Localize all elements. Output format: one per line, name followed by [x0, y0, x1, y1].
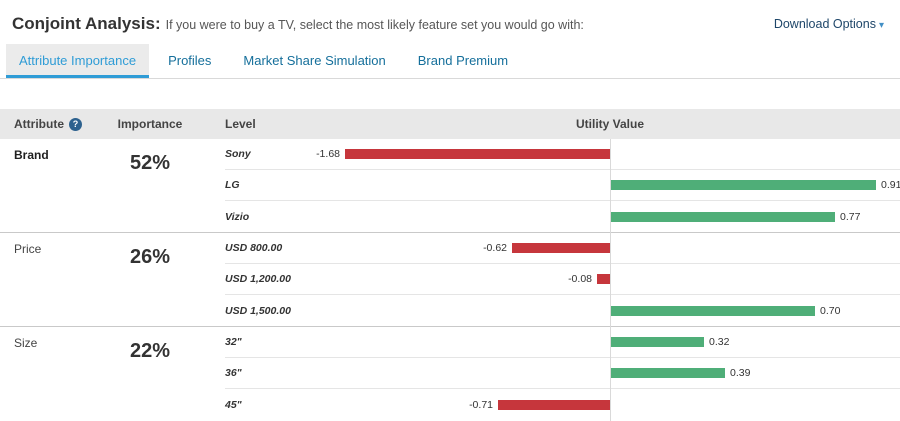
- column-header-importance: Importance: [117, 117, 183, 131]
- utility-bar-negative: [512, 243, 610, 253]
- level-rows: USD 800.00 -0.62 USD 1,200.00 -0.08 USD 1,50…: [200, 233, 900, 327]
- level-label: Sony: [225, 148, 251, 160]
- utility-bar-positive: [611, 180, 876, 190]
- attribute-name: Brand: [14, 148, 49, 162]
- level-label: 36": [225, 367, 242, 379]
- level-label: USD 1,500.00: [225, 304, 291, 317]
- attribute-name: Size: [14, 336, 38, 350]
- table-body: Brand 52% Sony -1.68 LG 0.91 Vizio 0.77 Price…: [0, 139, 900, 421]
- page-header: Conjoint Analysis: If you were to buy a T…: [0, 0, 900, 34]
- utility-bar-negative: [498, 399, 610, 410]
- utility-bar-zone: -0.08: [340, 264, 900, 295]
- positive-bar-wrap: 0.77: [611, 201, 900, 232]
- utility-bar-zone: -1.68: [316, 139, 900, 170]
- positive-bar-wrap: 0.70: [611, 295, 900, 326]
- level-row: USD 800.00 -0.62: [225, 233, 900, 264]
- positive-bar-wrap: 0.91: [611, 170, 900, 200]
- utility-value-label: -0.71: [469, 398, 493, 411]
- utility-bar-zone: -0.71: [340, 389, 900, 421]
- utility-bar-zone: 0.70: [340, 295, 900, 327]
- level-row: 45" -0.71: [225, 389, 900, 421]
- utility-bar-zone: -0.62: [340, 233, 900, 264]
- column-header-utility-value: Utility Value: [575, 117, 645, 131]
- level-row: LG 0.91: [225, 170, 900, 201]
- attribute-group: Price 26% USD 800.00 -0.62 USD 1,200.00 -0.…: [0, 232, 900, 327]
- download-options-label: Download Options: [773, 17, 876, 31]
- level-row: 32" 0.32: [225, 327, 900, 358]
- utility-bar-zone: 0.77: [340, 201, 900, 233]
- utility-bar-zone: 0.32: [340, 327, 900, 358]
- tab-bar: Attribute Importance Profiles Market Share…: [0, 44, 900, 79]
- chevron-down-icon: ▾: [878, 20, 884, 31]
- utility-value-label: -0.08: [568, 273, 592, 285]
- level-label: 45": [225, 398, 242, 411]
- level-rows: Sony -1.68 LG 0.91 Vizio 0.77: [200, 139, 900, 233]
- help-icon[interactable]: ?: [69, 117, 82, 131]
- tab-market-share-simulation[interactable]: Market Share Simulation: [243, 53, 386, 68]
- attribute-name: Price: [14, 242, 42, 256]
- level-row: Vizio 0.77: [225, 201, 900, 233]
- utility-bar-negative: [345, 149, 610, 159]
- tab-attribute-importance[interactable]: Attribute Importance: [6, 44, 150, 78]
- column-header-attribute: Attribute ?: [0, 117, 100, 131]
- importance-value: 26%: [129, 246, 171, 268]
- attribute-importance-table: Attribute ? Importance Level Utility Val…: [0, 109, 900, 421]
- positive-bar-wrap: 0.39: [611, 358, 900, 388]
- level-row: 36" 0.39: [225, 358, 900, 389]
- level-label: LG: [225, 179, 240, 191]
- utility-value-label: 0.39: [730, 367, 751, 379]
- utility-bar-positive: [611, 211, 835, 222]
- attribute-group: Brand 52% Sony -1.68 LG 0.91 Vizio 0.77: [0, 139, 900, 233]
- utility-value-label: -0.62: [483, 242, 507, 254]
- utility-bar-positive: [611, 305, 815, 316]
- utility-bar-zone: 0.39: [340, 358, 900, 389]
- utility-value-label: -1.68: [316, 148, 340, 160]
- level-label: 32": [225, 336, 242, 348]
- title-block: Conjoint Analysis: If you were to buy a T…: [12, 14, 584, 34]
- level-label: USD 1,200.00: [225, 273, 291, 285]
- importance-value: 52%: [129, 152, 171, 174]
- utility-bar-negative: [597, 274, 610, 284]
- positive-bar-wrap: 0.32: [611, 327, 900, 357]
- negative-bar-wrap: -0.71: [340, 389, 610, 420]
- utility-bar-positive: [611, 368, 725, 378]
- level-row: USD 1,500.00 0.70: [225, 295, 900, 327]
- level-label: USD 800.00: [225, 242, 283, 254]
- utility-bar-zone: 0.91: [340, 170, 900, 201]
- negative-bar-wrap: -0.08: [340, 264, 610, 294]
- level-row: Sony -1.68: [225, 139, 900, 170]
- level-rows: 32" 0.32 36" 0.39 45" -0.71: [200, 327, 900, 421]
- utility-value-label: 0.70: [820, 304, 841, 317]
- utility-value-label: 0.91: [881, 179, 900, 191]
- importance-value: 22%: [129, 340, 171, 362]
- table-header-row: Attribute ? Importance Level Utility Val…: [0, 109, 900, 139]
- page-subtitle: If you were to buy a TV, select the most…: [165, 18, 584, 32]
- attribute-header-label: Attribute: [14, 117, 64, 131]
- column-header-level: Level: [225, 117, 256, 131]
- utility-value-label: 0.32: [709, 336, 730, 348]
- page-title: Conjoint Analysis:: [12, 14, 161, 33]
- download-options-button[interactable]: Download Options ▾: [774, 14, 884, 31]
- tab-profiles[interactable]: Profiles: [168, 53, 212, 68]
- tab-brand-premium[interactable]: Brand Premium: [417, 53, 509, 68]
- negative-bar-wrap: -0.62: [340, 233, 610, 263]
- negative-bar-wrap: -1.68: [316, 139, 610, 169]
- attribute-group: Size 22% 32" 0.32 36" 0.39 45" -0.71: [0, 326, 900, 421]
- utility-value-label: 0.77: [840, 210, 861, 223]
- level-row: USD 1,200.00 -0.08: [225, 264, 900, 295]
- level-label: Vizio: [225, 210, 250, 223]
- utility-bar-positive: [611, 337, 704, 347]
